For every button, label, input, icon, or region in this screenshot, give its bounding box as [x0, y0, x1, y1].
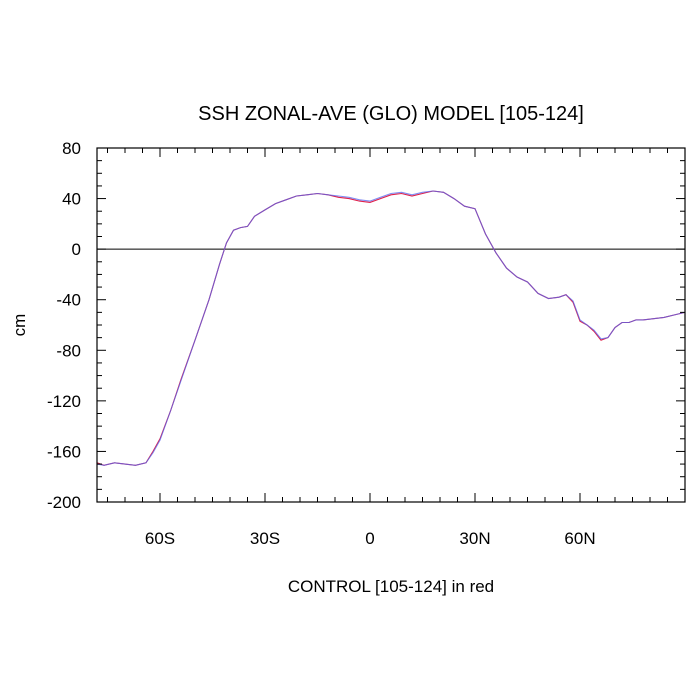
y-tick-label: 80 [62, 139, 81, 158]
series-line-0 [96, 190, 686, 466]
series-layer [96, 190, 686, 466]
plot-frame [96, 147, 686, 503]
y-tick-label: -160 [47, 442, 81, 461]
chart-title: SSH ZONAL-AVE (GLO) MODEL [105-124] [198, 103, 584, 125]
x-tick-label: 0 [365, 529, 374, 548]
x-tick-label: 60N [564, 529, 595, 548]
y-tick-label: -200 [47, 493, 81, 512]
x-axis-label: CONTROL [105-124] in red [288, 577, 494, 596]
y-tick-label: -40 [56, 291, 81, 310]
x-tick-label: 60S [145, 529, 175, 548]
y-tick-label: 0 [72, 240, 81, 259]
x-tick-label: 30N [459, 529, 490, 548]
x-tick-label: 30S [250, 529, 280, 548]
y-tick-label: -120 [47, 392, 81, 411]
y-tick-label: -80 [56, 341, 81, 360]
series-line-1 [96, 190, 686, 466]
y-axis-label: cm [10, 314, 29, 337]
ticks-layer: 60S 30S 0 30N 60N 80 40 0 -40 -80 -120 -160 -200 [47, 139, 685, 548]
y-tick-label: 40 [62, 190, 81, 209]
